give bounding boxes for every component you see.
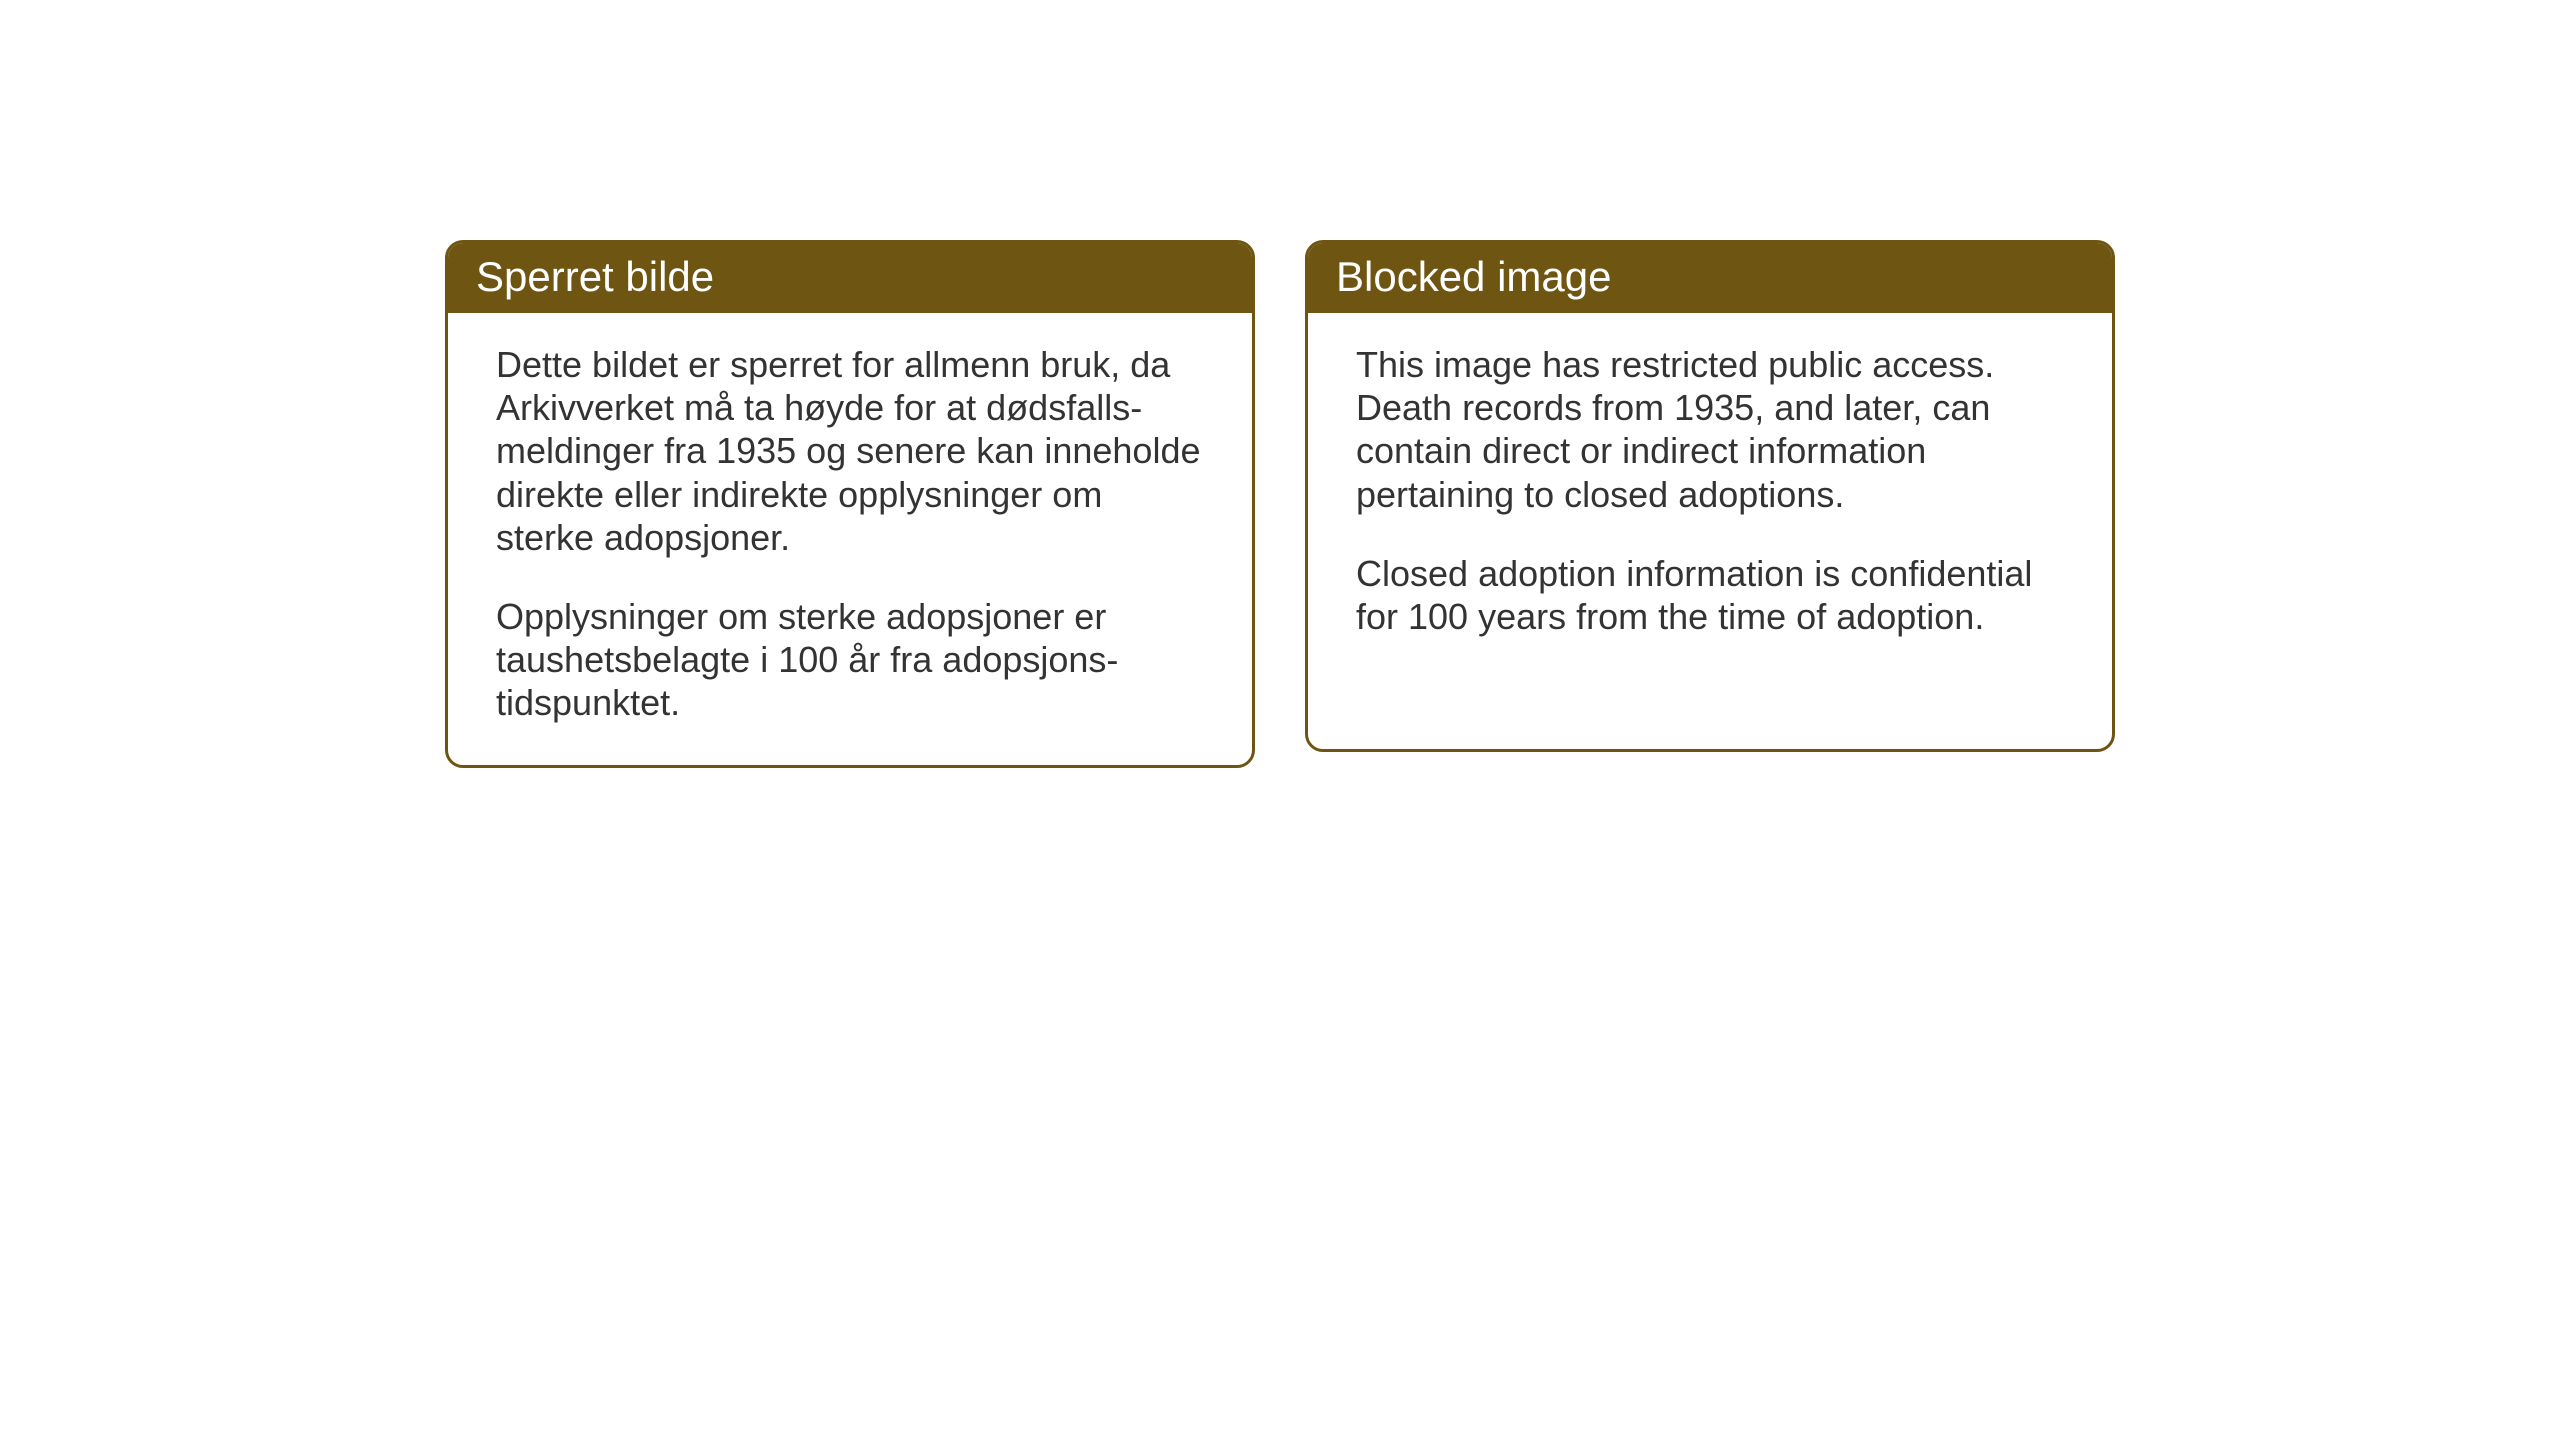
norwegian-paragraph-1: Dette bildet er sperret for allmenn bruk… (496, 343, 1204, 559)
norwegian-card: Sperret bilde Dette bildet er sperret fo… (445, 240, 1255, 768)
english-card: Blocked image This image has restricted … (1305, 240, 2115, 752)
norwegian-card-title: Sperret bilde (476, 253, 714, 300)
english-card-body: This image has restricted public access.… (1308, 313, 2112, 678)
english-paragraph-1: This image has restricted public access.… (1356, 343, 2064, 516)
norwegian-paragraph-2: Opplysninger om sterke adopsjoner er tau… (496, 595, 1204, 725)
english-paragraph-2: Closed adoption information is confident… (1356, 552, 2064, 638)
cards-container: Sperret bilde Dette bildet er sperret fo… (445, 240, 2115, 768)
norwegian-card-header: Sperret bilde (448, 243, 1252, 313)
english-card-header: Blocked image (1308, 243, 2112, 313)
english-card-title: Blocked image (1336, 253, 1611, 300)
norwegian-card-body: Dette bildet er sperret for allmenn bruk… (448, 313, 1252, 765)
